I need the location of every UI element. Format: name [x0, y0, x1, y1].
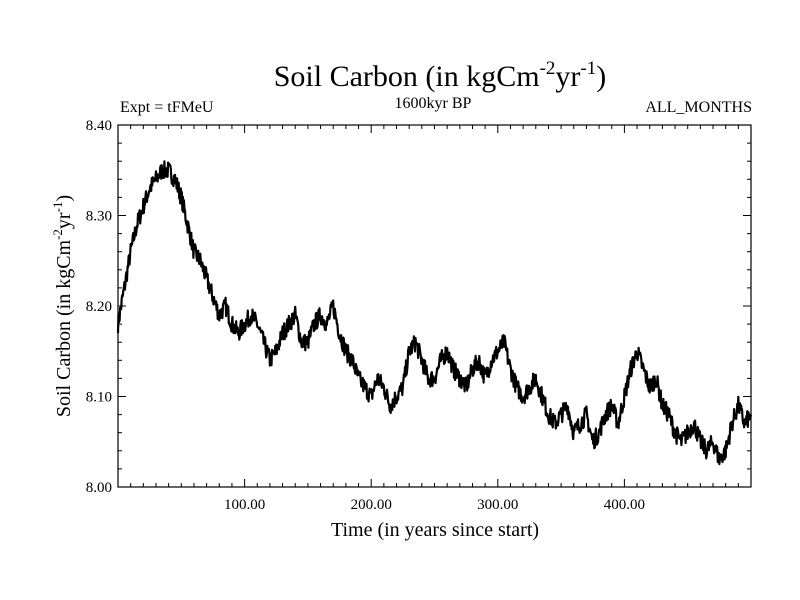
y-axis-label: Soil Carbon (in kgCm-2yr-1)	[50, 195, 75, 417]
subtitle-experiment: Expt = tFMeU	[120, 99, 214, 116]
y-tick-label: 8.10	[86, 390, 112, 406]
x-tick-label: 300.00	[477, 497, 518, 513]
x-tick-label: 200.00	[351, 497, 392, 513]
x-tick-label: 400.00	[604, 497, 645, 513]
y-tick-label: 8.20	[86, 299, 112, 315]
axis-ticks	[118, 125, 751, 487]
y-tick-labels: 8.00 8.10 8.20 8.30 8.40	[86, 118, 112, 496]
x-tick-label: 100.00	[224, 497, 265, 513]
y-tick-label: 8.00	[86, 480, 112, 496]
y-tick-label: 8.40	[86, 118, 112, 134]
plot-frame	[117, 124, 752, 488]
chart-title: Soil Carbon (in kgCm-2yr-1)	[274, 58, 607, 93]
x-tick-labels: 100.00 200.00 300.00 400.00	[224, 497, 645, 513]
subtitle-period: 1600kyr BP	[395, 95, 472, 112]
y-tick-label: 8.30	[86, 209, 112, 225]
soil-carbon-series-line	[116, 160, 753, 466]
x-axis-label: Time (in years since start)	[331, 519, 539, 541]
subtitle-months: ALL_MONTHS	[645, 99, 752, 116]
